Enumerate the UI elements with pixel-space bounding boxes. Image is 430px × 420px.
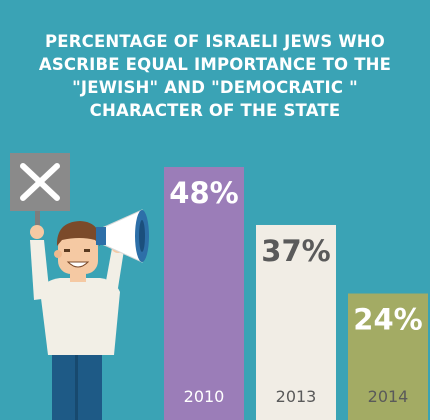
right-arm [104, 248, 124, 292]
x-mark-sign-icon [10, 153, 70, 211]
bar-2014 [348, 293, 428, 420]
value-label-2013: 37% [261, 234, 330, 268]
category-label-2013: 2013 [276, 387, 317, 406]
bar-2013 [256, 224, 336, 420]
value-label-2010: 48% [169, 176, 238, 210]
title-line-3: "JEWISH" AND "DEMOCRATIC " [72, 78, 358, 97]
sign-stick [35, 208, 40, 238]
megaphone-icon [96, 209, 149, 263]
chart-title: PERCENTAGE OF ISRAELI JEWS WHO ASCRIBE E… [20, 30, 410, 122]
title-line-1: PERCENTAGE OF ISRAELI JEWS WHO [44, 32, 386, 51]
left-hand [30, 225, 44, 239]
title-line-2: ASCRIBE EQUAL IMPORTANCE TO THE [38, 55, 392, 74]
category-label-2014: 2014 [368, 387, 409, 406]
value-label-2014: 24% [353, 303, 422, 337]
torso [40, 278, 120, 355]
title-line-4: CHARACTER OF THE STATE [89, 101, 341, 120]
category-label-2010: 2010 [184, 387, 225, 406]
bar-2010 [164, 167, 244, 420]
head [54, 221, 101, 274]
